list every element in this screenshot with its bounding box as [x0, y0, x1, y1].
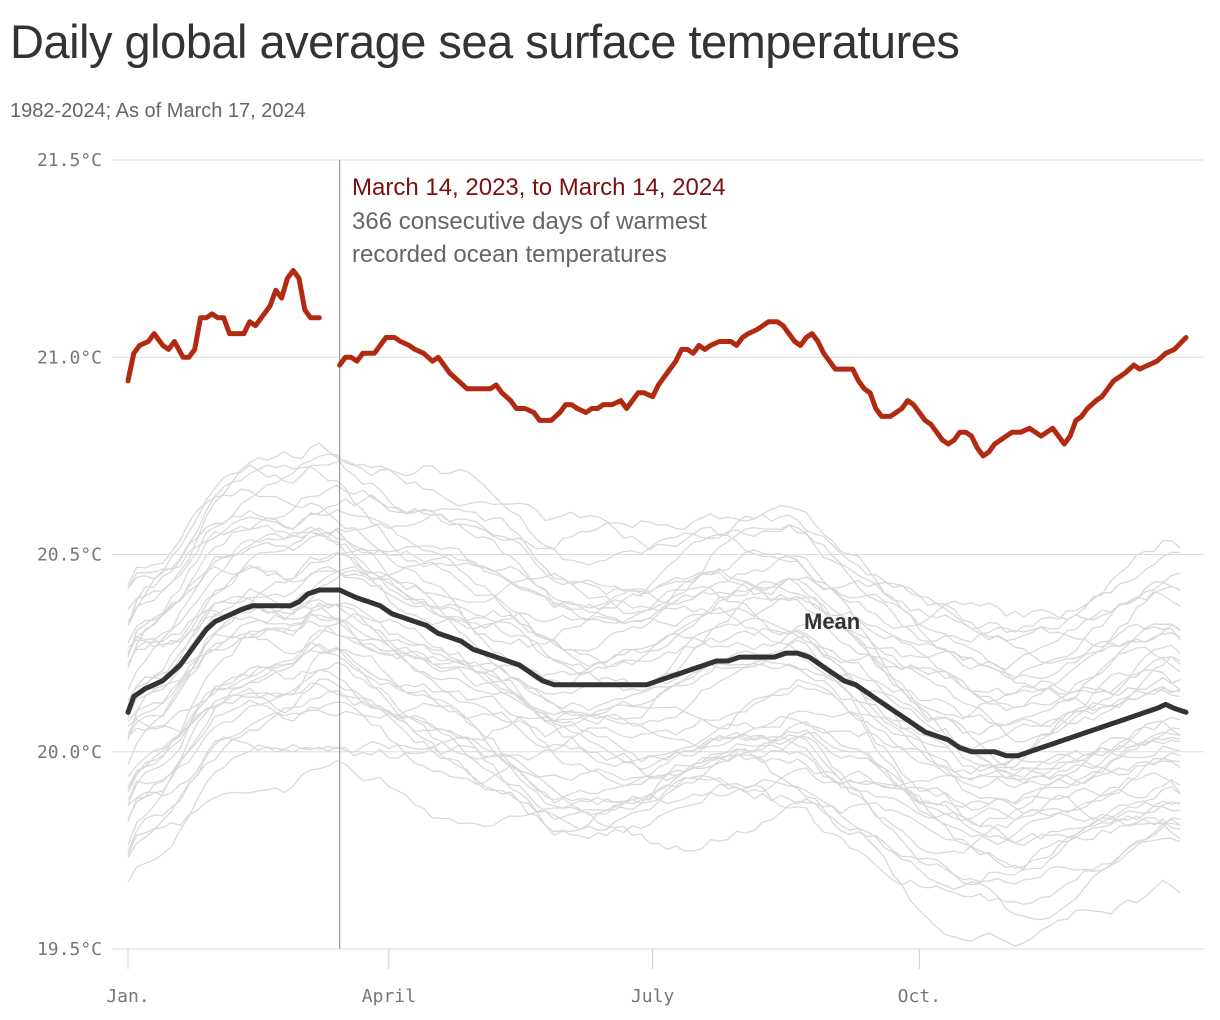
y-tick-label: 21.5°C — [37, 150, 102, 171]
historical-year-line — [127, 596, 1181, 782]
x-tick-label: Jan. — [106, 986, 149, 1007]
y-tick-label: 20.5°C — [37, 545, 102, 566]
historical-year-line — [127, 613, 1181, 827]
series-2024-line — [125, 268, 322, 384]
series-2023-line — [337, 319, 1189, 459]
historical-year-line — [127, 527, 1181, 720]
x-tick-label: April — [362, 986, 416, 1007]
historical-year-line — [127, 513, 1181, 709]
historical-year-line — [127, 665, 1181, 844]
historical-year-line — [127, 494, 1181, 680]
x-tick-label: Oct. — [898, 986, 941, 1007]
historical-year-line — [127, 596, 1181, 781]
annotation-line-2: recorded ocean temperatures — [352, 241, 667, 268]
annotation-line-1: 366 consecutive days of warmest — [352, 208, 707, 235]
historical-year-line — [127, 551, 1181, 751]
annotation-headline: March 14, 2023, to March 14, 2024 — [352, 174, 726, 201]
historical-year-line — [127, 701, 1181, 885]
chart-title: Daily global average sea surface tempera… — [10, 15, 960, 68]
historical-years-lines — [127, 442, 1181, 947]
y-tick-label: 20.0°C — [37, 742, 102, 763]
historical-year-line — [127, 614, 1181, 793]
historical-year-line — [127, 687, 1181, 869]
historical-year-line — [127, 603, 1181, 781]
historical-year-line — [127, 629, 1181, 808]
y-tick-label: 19.5°C — [37, 939, 102, 960]
historical-year-line — [127, 759, 1181, 947]
historical-year-line — [127, 569, 1181, 773]
historical-year-line — [127, 570, 1181, 736]
series-mean-line — [125, 587, 1189, 759]
data-series — [125, 268, 1189, 759]
mean-series-label: Mean — [804, 609, 860, 634]
historical-year-line — [127, 639, 1181, 822]
historical-year-line — [127, 682, 1181, 847]
historical-year-line — [127, 453, 1181, 643]
historical-year-line — [127, 464, 1181, 648]
historical-year-line — [127, 736, 1181, 921]
historical-year-line — [127, 661, 1181, 846]
x-tick-label: July — [631, 986, 675, 1007]
historical-year-line — [127, 648, 1181, 855]
y-tick-label: 21.0°C — [37, 347, 102, 368]
chart-annotations: March 14, 2023, to March 14, 2024 366 co… — [352, 174, 860, 634]
historical-year-line — [127, 736, 1181, 905]
chart-subtitle: 1982-2024; As of March 17, 2024 — [10, 100, 306, 122]
historical-year-line — [127, 484, 1181, 671]
historical-year-line — [127, 561, 1181, 743]
grid-lines: 21.5°C 21.0°C 20.5°C 20.0°C 19.5°C — [37, 150, 1204, 960]
historical-year-line — [127, 509, 1181, 680]
x-axis: Jan. April July Oct. — [106, 949, 941, 1007]
historical-year-line — [127, 442, 1181, 630]
historical-year-line — [127, 678, 1181, 891]
historical-year-line — [127, 524, 1181, 695]
historical-year-line — [127, 565, 1181, 769]
historical-year-line — [127, 459, 1181, 642]
